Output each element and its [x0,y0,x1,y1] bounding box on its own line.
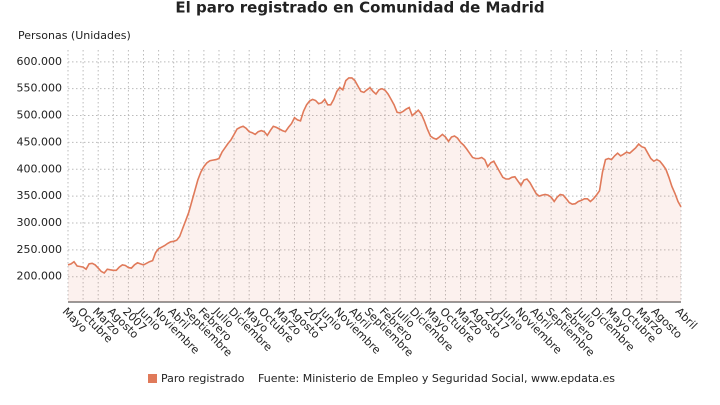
legend-label: Paro registrado [161,372,245,385]
y-tick-label: 300.000 [17,216,63,229]
chart-title: El paro registrado en Comunidad de Madri… [175,0,544,17]
y-tick-label: 400.000 [17,162,63,175]
line [67,77,682,275]
area [68,77,681,303]
source: Fuente: Ministerio de Empleo y Seguridad… [258,372,615,385]
y-tick-label: 550.000 [17,82,63,95]
y-tick-label: 450.000 [17,135,63,148]
y-axis-label: Personas (Unidades) [18,29,131,42]
y-tick-label: 350.000 [17,189,63,202]
y-tick-label: 500.000 [17,109,63,122]
y-tick-label: 250.000 [17,243,63,256]
y-tick-label: 600.000 [17,55,63,68]
y-tick-label: 200.000 [17,270,63,283]
legend-swatch [148,374,157,383]
